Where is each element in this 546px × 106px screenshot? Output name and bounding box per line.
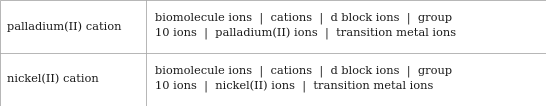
Text: nickel(II) cation: nickel(II) cation bbox=[7, 74, 98, 85]
Text: biomolecule ions  |  cations  |  d block ions  |  group
10 ions  |  palladium(II: biomolecule ions | cations | d block ion… bbox=[155, 13, 456, 40]
Text: biomolecule ions  |  cations  |  d block ions  |  group
10 ions  |  nickel(II) i: biomolecule ions | cations | d block ion… bbox=[155, 66, 452, 93]
Text: palladium(II) cation: palladium(II) cation bbox=[7, 21, 121, 32]
